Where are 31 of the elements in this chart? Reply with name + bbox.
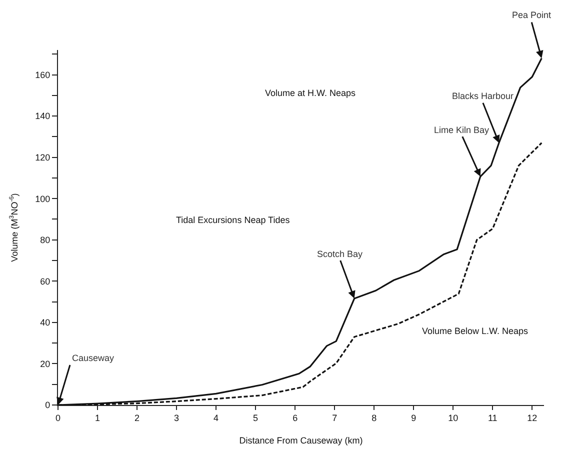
x-tick-label: 11 <box>488 412 498 423</box>
x-tick-label: 4 <box>214 412 219 423</box>
y-tick-label: 120 <box>35 152 50 162</box>
y-tick-label: 0 <box>45 400 50 410</box>
x-tick-label: 7 <box>332 412 338 423</box>
y-tick-label: 160 <box>35 70 50 80</box>
annotation: Volume Below L.W. Neaps <box>422 326 529 336</box>
x-tick-label: 5 <box>253 412 258 423</box>
y-tick-label: 40 <box>40 318 50 328</box>
y-tick-label: 60 <box>40 276 50 286</box>
annotation: Lime Kiln Bay <box>434 125 490 135</box>
x-tick-label: 10 <box>448 412 458 423</box>
x-tick-label: 3 <box>174 412 180 423</box>
x-tick-label: 6 <box>292 412 298 423</box>
annotation: Volume at H.W. Neaps <box>265 88 356 98</box>
y-tick-label: 140 <box>35 111 50 122</box>
annotation: Blacks Harbour <box>452 91 514 101</box>
x-tick-label: 12 <box>527 412 538 423</box>
x-axis-title: Distance From Causeway (km) <box>239 436 363 446</box>
y-tick-label: 100 <box>35 194 50 204</box>
annotation: Causeway <box>72 353 115 363</box>
annotation: Scotch Bay <box>317 249 364 259</box>
annotation: Pea Point <box>512 10 552 20</box>
y-tick-label: 20 <box>40 358 50 369</box>
annotation: Tidal Excursions Neap Tides <box>176 215 290 225</box>
x-tick-label: 9 <box>411 412 416 423</box>
x-tick-label: 2 <box>134 412 140 423</box>
x-tick-label: 0 <box>55 412 61 423</box>
x-tick-label: 1 <box>95 412 100 423</box>
x-tick-label: 8 <box>372 412 377 423</box>
y-tick-label: 80 <box>40 235 50 246</box>
